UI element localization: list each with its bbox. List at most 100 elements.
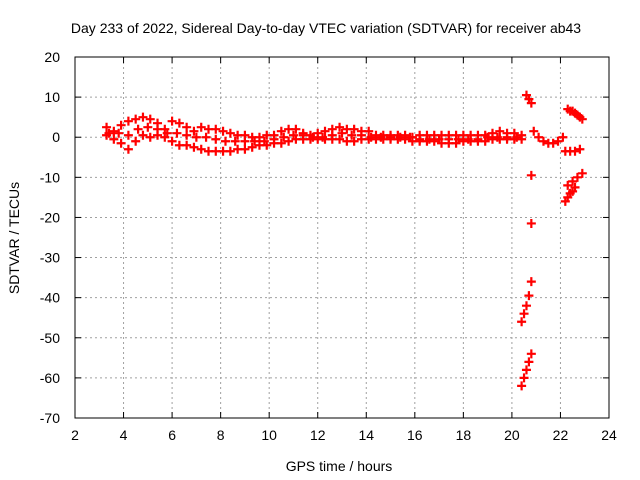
data-point bbox=[529, 126, 539, 136]
data-point bbox=[138, 130, 148, 140]
data-point bbox=[512, 132, 522, 142]
series-negative-streaks bbox=[517, 170, 536, 391]
data-point bbox=[521, 301, 531, 311]
data-point bbox=[444, 134, 454, 144]
x-axis-ticks: 2 4 6 8 10 12 14 16 18 20 22 24 bbox=[71, 57, 617, 443]
data-point bbox=[349, 136, 359, 146]
data-point bbox=[415, 134, 425, 144]
x-tick-label: 14 bbox=[358, 427, 374, 443]
x-tick-label: 20 bbox=[504, 427, 520, 443]
data-point bbox=[502, 132, 512, 142]
data-point bbox=[225, 146, 235, 156]
data-point bbox=[463, 134, 473, 144]
data-point bbox=[240, 144, 250, 154]
data-point bbox=[572, 172, 582, 182]
data-point bbox=[276, 138, 286, 148]
data-point bbox=[563, 180, 573, 190]
data-point bbox=[123, 130, 133, 140]
data-point bbox=[123, 144, 133, 154]
data-point bbox=[492, 132, 502, 142]
y-tick-label: -50 bbox=[40, 330, 60, 346]
data-point bbox=[424, 134, 434, 144]
data-point bbox=[553, 136, 563, 146]
y-tick-label: -30 bbox=[40, 250, 60, 266]
data-point bbox=[116, 120, 126, 130]
data-point bbox=[254, 132, 264, 142]
data-point bbox=[167, 136, 177, 146]
data-point bbox=[298, 130, 308, 140]
data-point bbox=[434, 134, 444, 144]
data-point bbox=[145, 132, 155, 142]
x-tick-label: 4 bbox=[120, 427, 128, 443]
data-point bbox=[279, 132, 289, 142]
data-point bbox=[519, 373, 529, 383]
data-point bbox=[521, 365, 531, 375]
data-point bbox=[153, 124, 163, 134]
series-main-band-upper bbox=[102, 112, 527, 142]
data-point bbox=[347, 130, 357, 140]
x-tick-label: 12 bbox=[310, 427, 326, 443]
data-point bbox=[162, 128, 172, 138]
data-point bbox=[109, 134, 119, 144]
data-point bbox=[131, 114, 141, 124]
data-point bbox=[288, 130, 298, 140]
data-point bbox=[386, 132, 396, 142]
data-point bbox=[189, 126, 199, 136]
data-point bbox=[526, 277, 536, 287]
x-tick-label: 2 bbox=[71, 427, 79, 443]
y-axis-ticks: 20 10 0 -10 -20 -30 -40 -50 -60 -70 bbox=[40, 49, 609, 426]
data-point bbox=[366, 132, 376, 142]
data-point bbox=[240, 136, 250, 146]
data-point bbox=[327, 130, 337, 140]
x-tick-label: 16 bbox=[407, 427, 423, 443]
data-point bbox=[104, 128, 114, 138]
y-tick-label: -60 bbox=[40, 370, 60, 386]
data-point bbox=[308, 132, 318, 142]
data-point bbox=[526, 218, 536, 228]
data-point bbox=[335, 122, 345, 132]
y-tick-label: 20 bbox=[44, 49, 60, 65]
data-point bbox=[517, 134, 527, 144]
series-main-band-middle bbox=[104, 122, 522, 146]
data-point bbox=[318, 132, 328, 142]
plot-frame bbox=[74, 56, 610, 419]
data-point bbox=[191, 132, 201, 142]
x-tick-label: 18 bbox=[456, 427, 472, 443]
y-tick-label: -70 bbox=[40, 410, 60, 426]
data-point bbox=[196, 144, 206, 154]
data-point bbox=[143, 122, 153, 132]
data-point bbox=[364, 126, 374, 136]
data-point bbox=[211, 134, 221, 144]
data-point bbox=[570, 182, 580, 192]
data-point bbox=[250, 136, 260, 146]
data-point bbox=[230, 136, 240, 146]
data-point bbox=[558, 132, 568, 142]
data-point bbox=[247, 142, 257, 152]
x-tick-label: 10 bbox=[261, 427, 277, 443]
data-point bbox=[568, 176, 578, 186]
data-point bbox=[356, 130, 366, 140]
y-tick-label: -10 bbox=[40, 169, 60, 185]
data-point bbox=[337, 128, 347, 138]
data-point bbox=[429, 136, 439, 146]
data-point bbox=[519, 309, 529, 319]
y-tick-label: 10 bbox=[44, 89, 60, 105]
data-point bbox=[145, 114, 155, 124]
data-point bbox=[400, 134, 410, 144]
data-point bbox=[524, 291, 534, 301]
data-points bbox=[102, 90, 587, 391]
data-point bbox=[335, 134, 345, 144]
data-point bbox=[291, 124, 301, 134]
data-point bbox=[211, 124, 221, 134]
data-point bbox=[349, 124, 359, 134]
data-point bbox=[189, 142, 199, 152]
x-tick-label: 24 bbox=[601, 427, 617, 443]
data-point bbox=[220, 136, 230, 146]
x-tick-label: 8 bbox=[217, 427, 225, 443]
data-point bbox=[276, 126, 286, 136]
data-point bbox=[109, 126, 119, 136]
data-point bbox=[133, 124, 143, 134]
data-point bbox=[196, 122, 206, 132]
data-point bbox=[526, 170, 536, 180]
